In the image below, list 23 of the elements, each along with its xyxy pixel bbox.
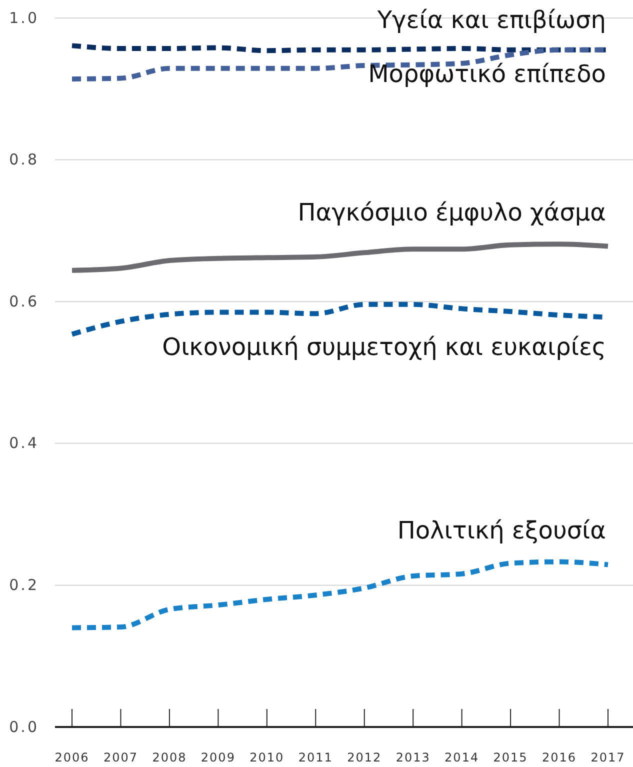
x-tick-label: 2006 xyxy=(54,750,90,765)
x-tick-label: 2007 xyxy=(103,750,138,765)
x-tick-label: 2013 xyxy=(396,750,430,765)
x-tick-label: 2012 xyxy=(347,750,382,765)
y-tick-label: 0.4 xyxy=(9,434,39,452)
series-label: Πολιτική εξουσία xyxy=(397,516,606,545)
y-tick-label: 1.0 xyxy=(9,8,39,27)
series-label: Οικονομική συμμετοχή και ευκαιρίες xyxy=(162,333,606,362)
y-tick-label: 0.8 xyxy=(9,150,39,169)
y-tick-label: 0.6 xyxy=(9,292,39,310)
x-tick-label: 2009 xyxy=(200,750,236,765)
y-tick-label: 0.2 xyxy=(9,576,39,594)
x-tick-label: 2016 xyxy=(542,750,577,765)
series-label: Παγκόσμιο έμφυλο χάσμα xyxy=(298,198,606,226)
x-tick-label: 2017 xyxy=(590,750,626,765)
x-tick-label: 2014 xyxy=(444,750,480,765)
x-tick-label: 2010 xyxy=(250,750,284,765)
x-tick-label: 2011 xyxy=(298,750,333,765)
x-tick-label: 2015 xyxy=(493,750,528,765)
series-label: Υγεία και επιβίωση xyxy=(376,6,606,34)
x-tick-label: 2008 xyxy=(152,750,187,765)
y-tick-label: 0.0 xyxy=(9,718,39,736)
series-label: Μορφωτικό επίπεδο xyxy=(368,60,606,88)
